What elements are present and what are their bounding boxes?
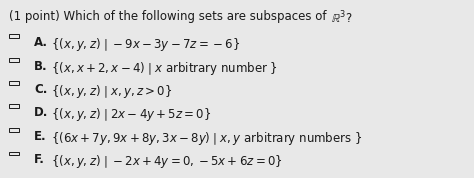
- Text: (1 point) Which of the following sets are subspaces of: (1 point) Which of the following sets ar…: [9, 10, 330, 23]
- Bar: [9, 128, 19, 132]
- Bar: [9, 34, 19, 38]
- Text: $\{(x, x + 2, x - 4)\mid x$ arbitrary number $\}$: $\{(x, x + 2, x - 4)\mid x$ arbitrary nu…: [51, 60, 278, 77]
- Text: C.: C.: [34, 83, 47, 96]
- Bar: [9, 58, 19, 62]
- Text: $\{(x, y, z)\mid 2x - 4y + 5z = 0\}$: $\{(x, y, z)\mid 2x - 4y + 5z = 0\}$: [51, 106, 212, 123]
- Text: $\{(x, y, z)\mid x, y, z > 0\}$: $\{(x, y, z)\mid x, y, z > 0\}$: [51, 83, 173, 100]
- Bar: [9, 81, 19, 85]
- Bar: [9, 104, 19, 108]
- Text: $\mathbb{R}^3$?: $\mathbb{R}^3$?: [331, 10, 353, 26]
- Text: E.: E.: [34, 130, 47, 143]
- Text: $\{(x, y, z)\mid -2x + 4y = 0, -5x + 6z = 0\}$: $\{(x, y, z)\mid -2x + 4y = 0, -5x + 6z …: [51, 153, 283, 171]
- Text: $\{(x, y, z)\mid -9x - 3y - 7z = -6\}$: $\{(x, y, z)\mid -9x - 3y - 7z = -6\}$: [51, 36, 240, 53]
- Bar: [9, 152, 19, 155]
- Text: F.: F.: [34, 153, 45, 166]
- Text: $\{(6x + 7y, 9x + 8y, 3x - 8y)\mid x, y$ arbitrary numbers $\}$: $\{(6x + 7y, 9x + 8y, 3x - 8y)\mid x, y$…: [51, 130, 363, 147]
- Text: B.: B.: [34, 60, 48, 73]
- Text: A.: A.: [34, 36, 48, 49]
- Text: D.: D.: [34, 106, 48, 119]
